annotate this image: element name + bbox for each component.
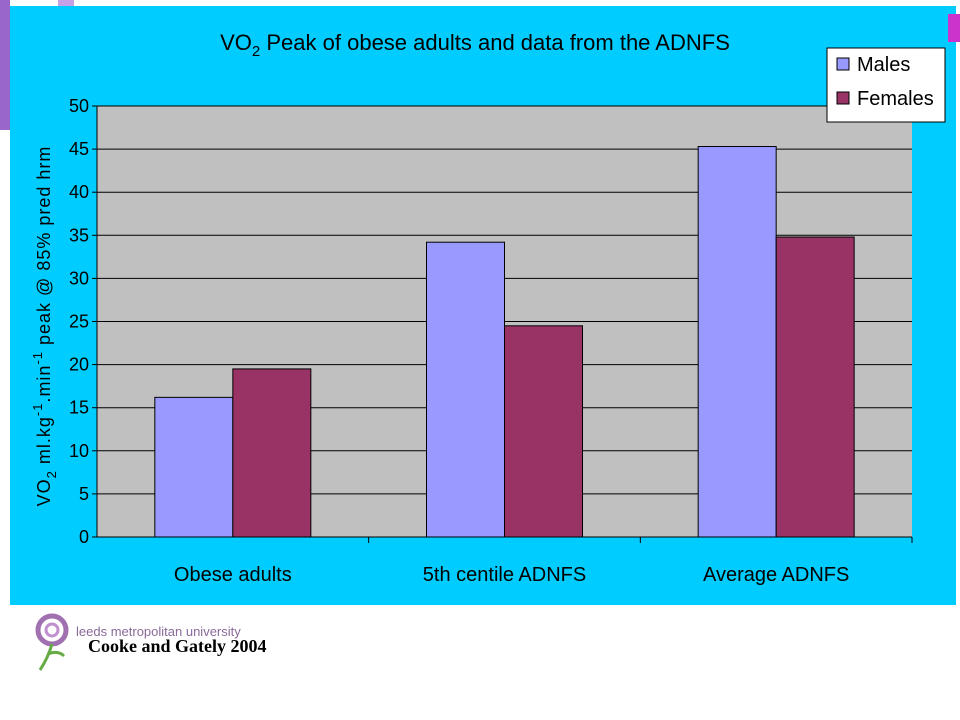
y-axis-label-part: VO [34,478,54,506]
decorative-bar-left [0,0,10,130]
y-tick-label: 40 [69,182,89,202]
bar-males-0 [154,396,234,538]
y-axis-label-part: -1 [30,351,45,365]
legend-swatch [836,91,850,105]
y-axis-label-part: peak @ 85% pred hrm [34,146,54,351]
y-tick-label: 10 [69,441,89,461]
chart-title: VO2 Peak of obese adults and data from t… [220,30,730,60]
y-tick-label: 20 [69,355,89,375]
y-tick-label: 45 [69,139,89,159]
y-tick-label: 35 [69,225,89,245]
legend-swatch [836,57,850,71]
legend: Males Females [826,47,946,123]
y-axis-label-part: 2 [44,470,59,478]
university-logo [35,613,69,671]
legend-box [826,47,946,123]
credit-text: Cooke and Gately 2004 [88,636,267,656]
bar-females-1 [504,325,583,538]
y-tick-label: 30 [69,268,89,288]
legend-label: Females [857,88,934,110]
y-axis-label-part: -1 [30,403,45,417]
bar-females-2 [775,236,855,538]
bar-chart: VO2 Peak of obese adults and data from t… [30,30,946,586]
y-tick-label: 25 [69,312,89,332]
bar-females-0 [232,368,312,538]
bar-males-2 [697,146,777,538]
y-tick-label: 0 [79,527,89,547]
y-axis-label-part: ml.kg [34,416,54,470]
decorative-bar-top [58,0,74,8]
y-tick-label: 5 [79,484,89,504]
bar-males-1 [426,241,505,538]
y-tick-label: 15 [69,398,89,418]
legend-label: Males [857,54,910,76]
x-tick-label: Obese adults [174,564,292,586]
decorative-bar-right [948,14,960,42]
svg-text:leeds metropolitan university: leeds metropolitan university [76,624,241,639]
y-axis-label: VO2 ml.kg-1.min-1 peak @ 85% pred hrm [30,146,59,507]
plot-area: 0 5 10 15 20 25 30 35 40 45 50 Obese adults 5th cent… [69,96,913,586]
x-tick-label: 5th centile ADNFS [423,564,586,586]
y-tick-label: 50 [69,96,89,116]
x-tick-label: Average ADNFS [703,564,849,586]
logo-wordmark: leeds metropolitan university [76,624,241,639]
y-axis-label-part: .min [34,365,54,403]
